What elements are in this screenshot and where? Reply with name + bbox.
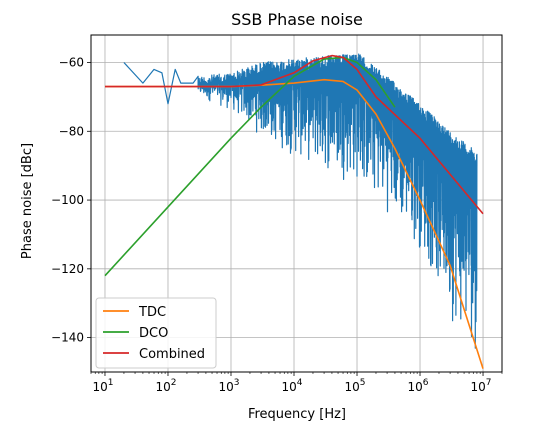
y-tick-label: −100 — [51, 193, 84, 207]
plot-area — [104, 53, 484, 369]
x-tick-label: 103 — [218, 378, 239, 394]
y-tick-label: −120 — [51, 262, 84, 276]
x-tick-label: 104 — [281, 378, 302, 394]
legend: TDC DCO Combined — [95, 297, 217, 369]
series-line-combined — [105, 54, 484, 215]
y-tick-label: −80 — [59, 124, 84, 138]
series-line-dco — [104, 56, 396, 277]
x-tick-label: 107 — [471, 378, 492, 394]
x-tick-label: 102 — [155, 378, 176, 394]
axes: 101 102 103 104 105 106 107 −140 −120 −100 −80 −60 — [51, 34, 503, 394]
legend-box — [95, 297, 217, 369]
plot-frame — [90, 34, 503, 373]
legend-label-dco: DCO — [139, 326, 168, 341]
y-tick-label: −60 — [59, 56, 84, 70]
measured-noise-line — [123, 53, 478, 349]
x-axis-label: Frequency [Hz] — [248, 407, 346, 422]
x-tick-label: 105 — [345, 378, 366, 394]
legend-label-combined: Combined — [139, 347, 205, 362]
legend-label-tdc: TDC — [138, 305, 166, 320]
y-axis-label: Phase noise [dBc] — [20, 143, 35, 259]
x-tick-label: 101 — [92, 378, 113, 394]
y-tick-label: −140 — [51, 331, 84, 345]
chart-title: SSB Phase noise — [231, 10, 363, 29]
x-tick-label: 106 — [408, 378, 429, 394]
